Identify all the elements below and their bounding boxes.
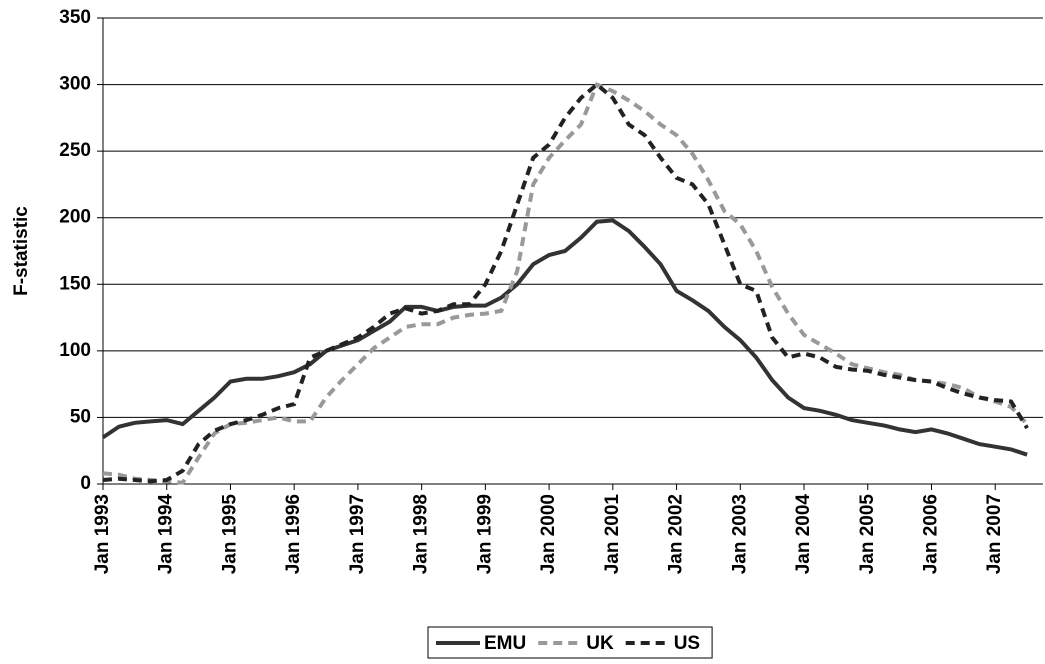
y-tick-label: 250 (59, 140, 91, 161)
x-tick-label: Jan 2000 (538, 494, 559, 574)
legend-label: US (674, 633, 700, 654)
x-tick-label: Jan 2005 (857, 494, 878, 575)
legend-label: UK (586, 633, 614, 654)
x-tick-label: Jan 1996 (283, 494, 304, 574)
y-tick-label: 200 (59, 207, 91, 228)
y-tick-label: 50 (70, 406, 91, 427)
y-tick-label: 300 (59, 74, 91, 95)
x-tick-label: Jan 1999 (474, 494, 495, 574)
x-tick-label: Jan 1997 (347, 494, 368, 574)
legend-label: EMU (484, 633, 526, 654)
x-tick-label: Jan 1993 (92, 494, 113, 574)
x-tick-label: Jan 2006 (920, 494, 941, 574)
y-axis-label: F-statistic (11, 206, 32, 296)
y-tick-label: 100 (59, 340, 91, 361)
x-tick-label: Jan 2004 (793, 494, 814, 575)
y-tick-label: 150 (59, 273, 91, 294)
x-tick-label: Jan 2003 (729, 494, 750, 574)
x-tick-label: Jan 2001 (602, 494, 623, 575)
x-tick-label: Jan 1994 (156, 494, 177, 575)
line-series (102, 81, 1029, 485)
legend: EMU UK US (427, 626, 713, 659)
x-tick-label: Jan 1998 (411, 494, 432, 574)
x-tick-label: Jan 1995 (219, 494, 240, 575)
line-series (101, 218, 1028, 457)
x-tick-label: Jan 2007 (984, 494, 1005, 574)
y-tick-label: 0 (80, 473, 91, 494)
x-tick-label: Jan 2002 (666, 494, 687, 574)
y-tick-label: 350 (59, 7, 91, 28)
